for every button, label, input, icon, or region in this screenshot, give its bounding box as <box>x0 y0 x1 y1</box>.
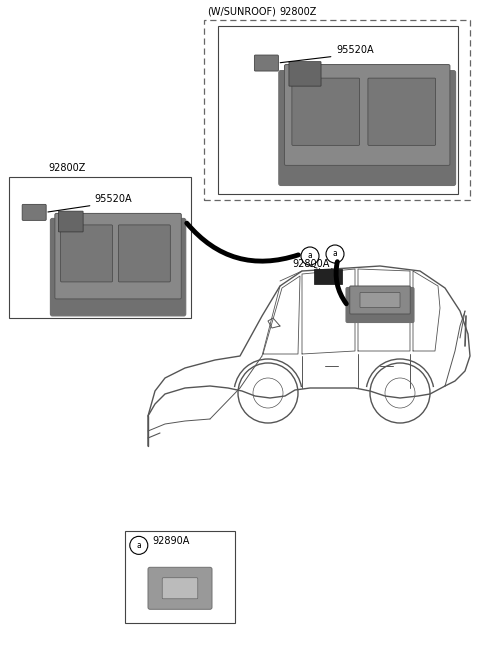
FancyBboxPatch shape <box>292 78 360 146</box>
Text: (W/SUNROOF): (W/SUNROOF) <box>207 7 276 16</box>
FancyBboxPatch shape <box>59 211 83 232</box>
Text: a: a <box>333 249 337 258</box>
Bar <box>218 26 458 194</box>
Text: 95520A: 95520A <box>336 45 373 54</box>
FancyBboxPatch shape <box>55 213 181 299</box>
FancyBboxPatch shape <box>22 205 46 220</box>
FancyBboxPatch shape <box>285 64 450 165</box>
FancyBboxPatch shape <box>368 78 435 146</box>
FancyBboxPatch shape <box>148 567 212 609</box>
FancyBboxPatch shape <box>279 71 456 186</box>
Bar <box>9 177 191 318</box>
FancyBboxPatch shape <box>119 225 170 282</box>
Text: 95520A: 95520A <box>95 194 132 204</box>
Bar <box>314 268 342 283</box>
FancyBboxPatch shape <box>162 578 198 599</box>
Text: a: a <box>308 251 312 260</box>
Bar <box>125 531 235 623</box>
FancyBboxPatch shape <box>289 62 321 86</box>
Text: a: a <box>136 541 141 550</box>
Bar <box>204 20 470 200</box>
FancyBboxPatch shape <box>50 218 186 316</box>
Text: 92800Z: 92800Z <box>279 7 316 16</box>
Text: 92800Z: 92800Z <box>49 163 86 173</box>
FancyBboxPatch shape <box>254 55 278 71</box>
FancyBboxPatch shape <box>346 287 414 323</box>
FancyBboxPatch shape <box>360 293 400 308</box>
Text: 92800A: 92800A <box>293 259 330 269</box>
FancyBboxPatch shape <box>350 286 410 314</box>
FancyBboxPatch shape <box>60 225 112 282</box>
Text: 92890A: 92890A <box>153 537 190 546</box>
